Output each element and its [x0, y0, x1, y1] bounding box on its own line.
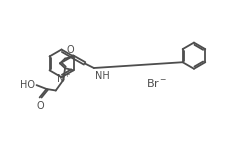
Text: O: O: [37, 100, 44, 111]
Text: HO: HO: [20, 80, 35, 90]
Text: NH: NH: [94, 71, 109, 81]
Text: Br$^-$: Br$^-$: [146, 77, 167, 89]
Text: N$^+$: N$^+$: [56, 72, 72, 85]
Text: O: O: [66, 45, 74, 55]
